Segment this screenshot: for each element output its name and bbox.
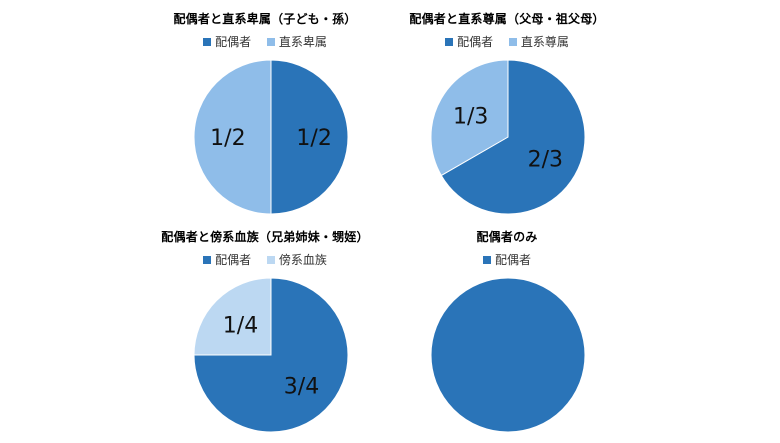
legend-label: 配偶者 <box>494 253 531 267</box>
pie-panel-collaterals: 配偶者と傍系血族（兄弟姉妹・甥姪） 配偶者 傍系血族 3/4 1/4 <box>115 228 415 443</box>
legend-label: 配偶者 <box>457 35 494 49</box>
slice-label: 1/2 <box>210 126 245 151</box>
pie-panel-descendants: 配偶者と直系卑属（子ども・孫） 配偶者 直系卑属 1/2 1/2 <box>115 10 415 225</box>
pie-slice-配偶者 <box>440 59 586 215</box>
legend-swatch <box>445 38 454 46</box>
pie-slice-配偶者 <box>430 277 586 433</box>
legend-swatch <box>203 256 212 264</box>
legend-label: 直系卑属 <box>278 35 327 49</box>
legend: 配偶者 <box>357 251 657 268</box>
legend-label: 直系尊属 <box>520 35 569 49</box>
legend-swatch <box>482 256 491 264</box>
pie-chart: 1/2 1/2 <box>193 59 349 215</box>
legend-item-spouse: 配偶者 <box>482 251 531 268</box>
legend-item-spouse: 配偶者 <box>445 33 493 50</box>
slice-label: 1/3 <box>453 104 488 129</box>
chart-title: 配偶者と直系尊属（父母・祖父母） <box>409 12 605 26</box>
pie-chart <box>430 277 586 433</box>
legend-swatch <box>266 38 275 46</box>
pie-slice-配偶者 <box>193 277 349 433</box>
legend-item-spouse: 配偶者 <box>203 33 251 50</box>
pie-chart: 3/4 1/4 <box>193 277 349 433</box>
slice-label: 1/4 <box>223 314 258 339</box>
legend-swatch <box>203 38 212 46</box>
pie-slice-直系尊属 <box>430 59 509 177</box>
legend: 配偶者 傍系血族 <box>115 251 415 268</box>
legend-label: 配偶者 <box>215 253 252 267</box>
legend-swatch <box>508 38 517 46</box>
chart-title: 配偶者と直系卑属（子ども・孫） <box>173 12 357 26</box>
legend-swatch <box>266 256 275 264</box>
pie-slice-直系卑属 <box>193 59 272 215</box>
legend-item-lineal-descendants: 直系卑属 <box>266 33 327 50</box>
chart-title: 配偶者のみ <box>476 230 538 244</box>
legend-item-lineal-ascendants: 直系尊属 <box>508 33 569 50</box>
pie-slice-傍系血族 <box>193 277 272 356</box>
legend: 配偶者 直系卑属 <box>115 33 415 50</box>
legend-label: 配偶者 <box>215 35 252 49</box>
legend-label: 傍系血族 <box>278 253 327 267</box>
chart-title: 配偶者と傍系血族（兄弟姉妹・甥姪） <box>161 230 369 244</box>
slice-label: 2/3 <box>528 148 563 173</box>
pie-slice-配偶者 <box>270 59 349 215</box>
slice-label: 3/4 <box>284 374 319 399</box>
pie-panel-ascendants: 配偶者と直系尊属（父母・祖父母） 配偶者 直系尊属 2/3 1/3 <box>357 10 657 225</box>
pie-panel-spouse-only: 配偶者のみ 配偶者 <box>357 228 657 443</box>
legend-item-collateral-relatives: 傍系血族 <box>266 251 327 268</box>
pie-chart: 2/3 1/3 <box>430 59 586 215</box>
slice-label: 1/2 <box>296 126 331 151</box>
legend-item-spouse: 配偶者 <box>203 251 251 268</box>
legend: 配偶者 直系尊属 <box>357 33 657 50</box>
